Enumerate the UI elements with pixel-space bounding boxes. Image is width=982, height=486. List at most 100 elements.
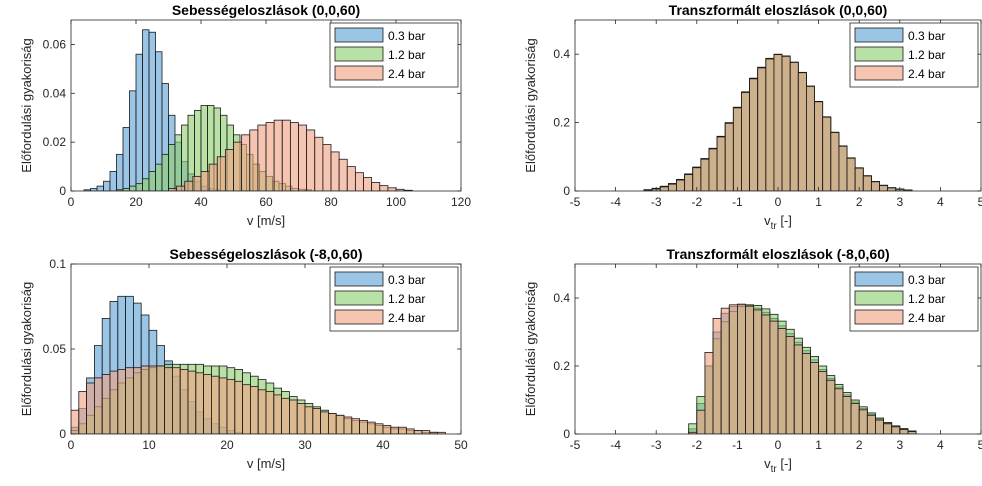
x-tick-label: 0 bbox=[68, 195, 75, 209]
histogram-bar bbox=[830, 132, 840, 191]
histogram-bar bbox=[789, 62, 799, 191]
histogram-bar bbox=[405, 428, 415, 434]
histogram-bar bbox=[387, 187, 397, 191]
histogram-bar bbox=[174, 134, 182, 191]
chart-panel-bottom-left: 0 10 20 30 40 50 0 0.05 0.1 Sebességeloszlások (-… bbox=[19, 246, 468, 471]
x-axis-label-suffix: [-] bbox=[777, 456, 792, 471]
legend-swatch bbox=[334, 27, 384, 43]
y-tick-label: 0 bbox=[59, 427, 66, 441]
y-tick-label: 0.4 bbox=[553, 47, 570, 61]
legend-swatch bbox=[334, 46, 384, 62]
histogram-bar bbox=[281, 397, 290, 434]
histogram-bar bbox=[398, 426, 407, 434]
x-tick-label: 40 bbox=[376, 438, 390, 452]
x-tick-label: 3 bbox=[896, 438, 903, 452]
histogram-bar bbox=[343, 416, 353, 434]
x-axis-label: vtr [-] bbox=[764, 456, 792, 475]
legend-swatch bbox=[334, 65, 384, 81]
x-axis-label-main: v [m/s] bbox=[247, 456, 285, 471]
histogram-bar bbox=[184, 180, 194, 191]
legend-swatch bbox=[854, 290, 904, 306]
chart-title: Transzformált eloszlások (0,0,60) bbox=[669, 2, 888, 18]
histogram-bar bbox=[234, 380, 244, 434]
histogram-bar bbox=[132, 367, 142, 434]
x-tick-label: 30 bbox=[298, 438, 312, 452]
histogram-bar bbox=[700, 158, 710, 191]
histogram-bar bbox=[374, 423, 384, 434]
histogram-bar bbox=[117, 369, 127, 434]
x-tick-label: 20 bbox=[220, 438, 234, 452]
histogram-bar bbox=[129, 185, 137, 191]
legend-label: 1.2 bar bbox=[388, 292, 425, 306]
bars-group bbox=[83, 29, 413, 191]
x-tick-label: 1 bbox=[815, 195, 822, 209]
x-tick-label: 40 bbox=[194, 195, 208, 209]
histogram-bar bbox=[171, 367, 181, 434]
x-tick-label: 2 bbox=[856, 438, 863, 452]
histogram-bar bbox=[366, 421, 376, 434]
histogram-bar bbox=[125, 367, 134, 434]
histogram-bar bbox=[176, 185, 186, 191]
histogram-bar bbox=[858, 409, 868, 434]
histogram-bar bbox=[304, 406, 314, 434]
histogram-bar bbox=[676, 179, 686, 191]
y-tick-label: 0.2 bbox=[553, 116, 570, 130]
histogram-bar bbox=[862, 175, 872, 191]
legend-label: 0.3 bar bbox=[908, 273, 945, 287]
legend-label: 2.4 bar bbox=[388, 311, 425, 325]
histogram-bar bbox=[200, 171, 210, 191]
histogram-bar bbox=[233, 141, 243, 191]
histogram-bar bbox=[801, 353, 811, 434]
histogram-bar bbox=[320, 411, 329, 434]
x-tick-label: 10 bbox=[142, 438, 156, 452]
histogram-bar bbox=[218, 377, 228, 434]
chart-title: Sebességeloszlások (0,0,60) bbox=[172, 2, 360, 18]
histogram-bar bbox=[785, 336, 795, 434]
bars-group bbox=[71, 295, 446, 434]
histogram-bar bbox=[753, 309, 763, 434]
x-tick-label: 60 bbox=[259, 195, 273, 209]
histogram-bar bbox=[351, 418, 360, 434]
y-tick-label: 0.06 bbox=[43, 37, 67, 51]
histogram-bar bbox=[363, 177, 373, 191]
x-tick-label: -5 bbox=[570, 195, 581, 209]
y-tick-label: 0 bbox=[563, 184, 570, 198]
histogram-bar bbox=[78, 391, 88, 434]
histogram-bar bbox=[208, 163, 218, 191]
legend-label: 1.2 bar bbox=[908, 48, 945, 62]
histogram-bar bbox=[116, 153, 124, 191]
histogram-bar bbox=[842, 396, 852, 434]
histogram-bar bbox=[156, 365, 166, 434]
histogram-bar bbox=[879, 185, 889, 191]
histogram-bar bbox=[437, 431, 446, 434]
histogram-bar bbox=[346, 166, 356, 191]
histogram-bar bbox=[838, 145, 848, 191]
histogram-bar bbox=[312, 408, 321, 434]
histogram-bar bbox=[749, 78, 759, 191]
legend-swatch bbox=[854, 309, 904, 325]
histogram-bar bbox=[148, 365, 158, 434]
histogram-bar bbox=[298, 124, 308, 191]
histogram-bar bbox=[135, 183, 143, 191]
chart-panel-bottom-right: -5 -4 -3 -2 -1 0 1 2 3 4 5 0 0.2 0.4 Transzformált elo… bbox=[523, 246, 982, 475]
y-axis-label: Előfordulási gyakoriság bbox=[523, 282, 538, 416]
histogram-bar bbox=[192, 175, 202, 191]
histogram-bar bbox=[814, 101, 824, 191]
histogram-bar bbox=[273, 119, 283, 191]
x-axis-label-subscript: tr bbox=[771, 221, 778, 232]
histogram-bar bbox=[71, 409, 80, 434]
histogram-bar bbox=[382, 425, 392, 434]
histogram-bar bbox=[314, 136, 324, 191]
histogram-bar bbox=[846, 157, 856, 191]
x-tick-label: -3 bbox=[651, 195, 662, 209]
histogram-bar bbox=[870, 181, 880, 191]
chart-panel-top-right: -5 -4 -3 -2 -1 0 1 2 3 4 5 0 0.2 0.4 Transzformált elo… bbox=[523, 2, 982, 232]
histogram-bar bbox=[265, 122, 275, 191]
histogram-bar bbox=[109, 171, 117, 191]
x-axis-label: vtr [-] bbox=[764, 213, 792, 232]
x-axis-label-main: v [m/s] bbox=[247, 213, 285, 228]
histogram-bar bbox=[140, 365, 150, 434]
y-axis-label: Előfordulási gyakoriság bbox=[19, 38, 34, 172]
histogram-bar bbox=[797, 72, 807, 191]
